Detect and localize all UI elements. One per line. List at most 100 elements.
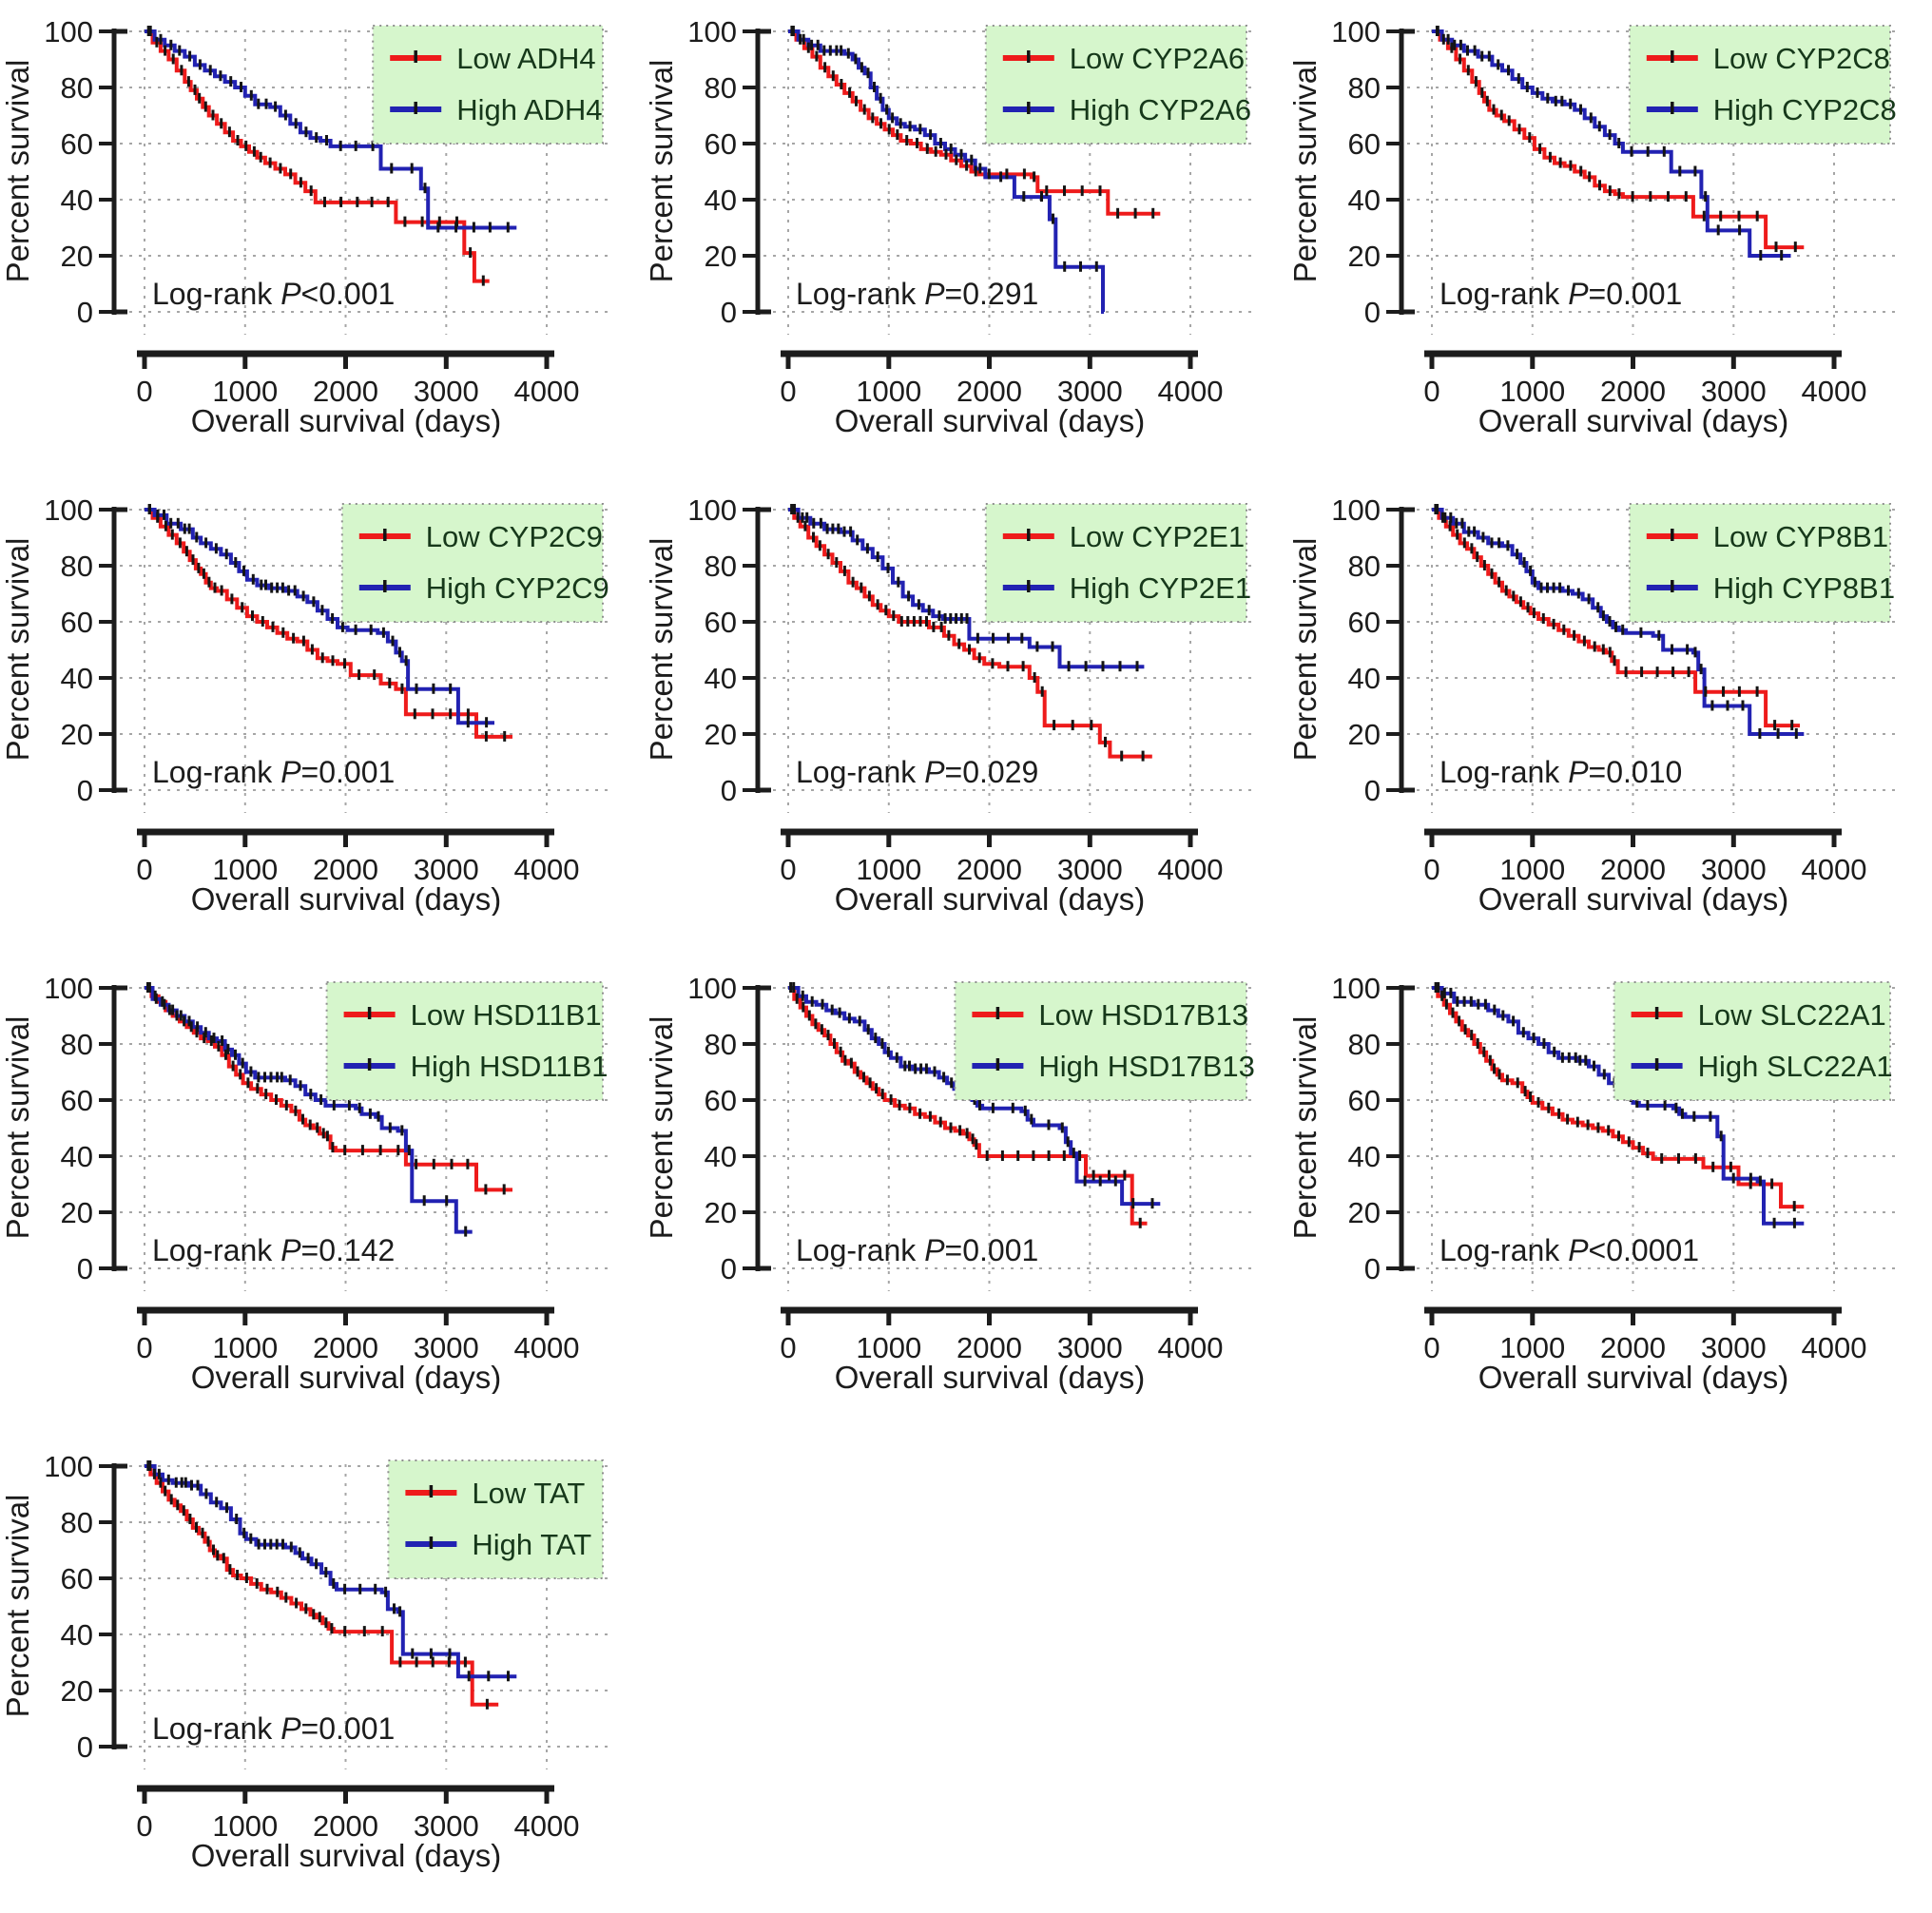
censor-ticks [147, 504, 507, 742]
km-panel-CYP2C9: 0 20 40 60 80 100 Percent survival 0 1000 2000 300… [0, 478, 644, 917]
legend-label-high: High SLC22A1 [1698, 1050, 1893, 1083]
x-tick-label: 0 [780, 1331, 796, 1364]
legend-entry-low: Low HSD11B1 [343, 998, 602, 1032]
x-tick-label: 4000 [514, 375, 580, 408]
legend-box [1613, 981, 1891, 1101]
y-tick-label: 0 [77, 774, 93, 807]
x-tick-label: 2000 [1600, 1331, 1666, 1364]
x-tick-label: 3000 [1701, 853, 1767, 886]
km-plot-ADH4: 0 20 40 60 80 100 Percent survival 0 1000 2000 300… [0, 15, 614, 438]
y-axis-title: Percent survival [1287, 60, 1323, 283]
y-tick-label: 0 [721, 296, 737, 329]
censor-ticks [790, 504, 1145, 762]
legend-label-high: High ADH4 [456, 93, 602, 126]
logrank-annotation: Log-rank P=0.142 [152, 1233, 395, 1267]
legend: Low TAT High TAT [387, 1459, 604, 1579]
x-axis-title: Overall survival (days) [835, 403, 1145, 437]
legend-label-high: High CYP2C8 [1713, 93, 1897, 126]
logrank-annotation: Log-rank P=0.010 [1439, 755, 1682, 789]
km-plot-HSD11B1: 0 20 40 60 80 100 Percent survival 0 1000 2000 300… [0, 972, 614, 1395]
logrank-annotation: Log-rank P=0.029 [796, 755, 1038, 789]
x-tick-label: 1000 [1499, 1331, 1565, 1364]
legend-entry-high: High SLC22A1 [1631, 1050, 1893, 1083]
y-tick-label: 40 [705, 184, 737, 217]
y-tick-label: 60 [61, 606, 93, 639]
x-tick-label: 3000 [1701, 375, 1767, 408]
x-tick-label: 3000 [414, 375, 479, 408]
x-axis: 0 1000 2000 3000 4000 Overall survival (days) [1423, 350, 1866, 438]
x-tick-label: 2000 [956, 1331, 1022, 1364]
x-axis-title: Overall survival (days) [191, 1360, 501, 1394]
legend-label-low: Low ADH4 [456, 42, 595, 75]
y-tick-label: 0 [1364, 774, 1381, 807]
y-tick-label: 80 [61, 1028, 93, 1061]
y-tick-label: 20 [61, 718, 93, 751]
legend-label-high: High TAT [472, 1528, 591, 1561]
censor-ticks [1434, 982, 1796, 1228]
x-axis-title: Overall survival (days) [191, 403, 501, 437]
x-tick-label: 1000 [212, 853, 278, 886]
censor-ticks [146, 982, 506, 1237]
km-plot-TAT: 0 20 40 60 80 100 Percent survival 0 1000 2000 300… [0, 1450, 614, 1873]
curve-high-ADH4 [145, 29, 517, 230]
y-tick-label: 40 [1348, 184, 1381, 217]
logrank-annotation: Log-rank P=0.001 [152, 1711, 395, 1746]
logrank-annotation: Log-rank P=0.001 [1439, 277, 1682, 311]
x-tick-label: 0 [1423, 1331, 1439, 1364]
legend-entry-high: High CYP2E1 [1002, 571, 1251, 605]
legend-entry-high: High HSD17B13 [972, 1050, 1255, 1083]
x-tick-label: 4000 [1158, 853, 1224, 886]
legend-box [387, 1459, 604, 1579]
x-axis-title: Overall survival (days) [835, 1360, 1145, 1394]
legend-entry-low: Low CYP2C8 [1646, 42, 1890, 75]
y-tick-label: 40 [61, 1618, 93, 1652]
x-tick-label: 4000 [514, 853, 580, 886]
legend-label-low: Low TAT [472, 1477, 585, 1510]
legend-label-low: Low HSD17B13 [1038, 998, 1248, 1032]
y-tick-label: 80 [61, 550, 93, 583]
x-axis: 0 1000 2000 3000 4000 Overall survival (days) [136, 1785, 579, 1873]
y-tick-label: 80 [705, 550, 737, 583]
censor-ticks [1434, 504, 1798, 739]
y-axis-title: Percent survival [0, 538, 35, 762]
x-tick-label: 3000 [1057, 1331, 1123, 1364]
x-axis: 0 1000 2000 3000 4000 Overall survival (days) [780, 828, 1224, 917]
x-axis: 0 1000 2000 3000 4000 Overall survival (days) [136, 828, 580, 917]
y-tick-label: 40 [1348, 1140, 1381, 1173]
x-tick-label: 1000 [856, 853, 921, 886]
x-tick-label: 2000 [313, 1809, 378, 1843]
y-axis-title: Percent survival [644, 538, 679, 762]
y-axis-title: Percent survival [0, 1495, 35, 1718]
x-tick-label: 0 [1423, 853, 1439, 886]
y-tick-label: 100 [44, 493, 93, 527]
curve-high-CYP2E1 [788, 508, 1145, 669]
logrank-annotation: Log-rank P=0.001 [796, 1233, 1038, 1267]
y-tick-label: 80 [1348, 1028, 1381, 1061]
x-axis-title: Overall survival (days) [1478, 403, 1788, 437]
x-tick-label: 1000 [856, 1331, 921, 1364]
legend-entry-low: Low CYP2C9 [358, 520, 603, 553]
legend-box [984, 25, 1247, 145]
x-tick-label: 1000 [212, 375, 278, 408]
x-axis: 0 1000 2000 3000 4000 Overall survival (days) [1423, 1306, 1866, 1395]
curve-low-TAT [145, 1464, 499, 1707]
x-tick-label: 3000 [1057, 853, 1123, 886]
y-tick-label: 20 [61, 240, 93, 273]
legend-box [984, 503, 1247, 623]
y-tick-label: 40 [1348, 662, 1381, 695]
x-tick-label: 2000 [1600, 853, 1666, 886]
y-tick-label: 60 [1348, 1084, 1381, 1117]
km-panel-CYP2A6: 0 20 40 60 80 100 Percent survival 0 1000 2000 300… [644, 0, 1287, 438]
legend-label-low: Low HSD11B1 [411, 998, 602, 1032]
legend: Low SLC22A1 High SLC22A1 [1613, 981, 1893, 1101]
y-tick-label: 20 [705, 1196, 737, 1229]
